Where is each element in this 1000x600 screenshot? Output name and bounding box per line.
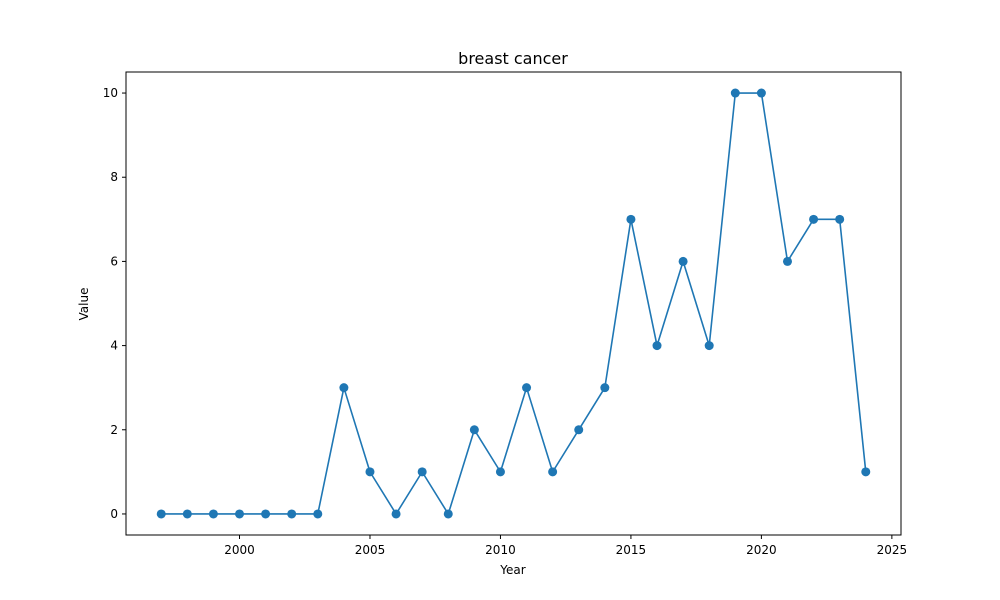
y-tick-label: 6 xyxy=(110,254,118,268)
data-point xyxy=(809,214,819,224)
x-tick-label: 2010 xyxy=(485,543,516,557)
x-tick-label: 2020 xyxy=(746,543,777,557)
data-point xyxy=(261,509,271,519)
data-point xyxy=(626,214,636,224)
data-point xyxy=(652,341,662,351)
data-point xyxy=(156,509,166,519)
y-axis: 0 2 4 6 8 10 xyxy=(103,86,126,521)
data-point xyxy=(391,509,401,519)
x-tick-label: 2000 xyxy=(224,543,255,557)
x-tick-label: 2015 xyxy=(616,543,647,557)
data-point xyxy=(548,467,558,477)
y-tick-label: 8 xyxy=(110,170,118,184)
data-point xyxy=(287,509,297,519)
data-point xyxy=(417,467,427,477)
y-axis-label: Value xyxy=(77,288,91,321)
x-axis-label: Year xyxy=(499,563,525,577)
y-tick-label: 2 xyxy=(110,423,118,437)
x-axis: 2000 2005 2010 2015 2020 2025 xyxy=(224,535,907,557)
data-point xyxy=(365,467,375,477)
data-point xyxy=(182,509,192,519)
y-tick-label: 10 xyxy=(103,86,118,100)
data-point xyxy=(730,88,740,98)
data-point xyxy=(469,425,479,435)
data-point xyxy=(495,467,505,477)
series-layer xyxy=(156,88,871,519)
data-point xyxy=(782,256,792,266)
series-line xyxy=(161,92,867,515)
data-point xyxy=(339,383,349,393)
data-point xyxy=(678,256,688,266)
plot-area xyxy=(126,72,901,535)
data-point xyxy=(861,467,871,477)
y-tick-label: 0 xyxy=(110,507,118,521)
plot-frame xyxy=(125,71,902,536)
y-tick-label: 4 xyxy=(110,339,118,353)
chart-title: breast cancer xyxy=(458,49,568,68)
data-point xyxy=(313,509,323,519)
x-tick-label: 2005 xyxy=(355,543,386,557)
data-point xyxy=(443,509,453,519)
data-point xyxy=(574,425,584,435)
data-point xyxy=(208,509,218,519)
data-point xyxy=(235,509,245,519)
data-point xyxy=(835,214,845,224)
data-point xyxy=(704,341,714,351)
x-tick-label: 2025 xyxy=(877,543,908,557)
data-point xyxy=(522,383,532,393)
data-point xyxy=(600,383,610,393)
data-point xyxy=(756,88,766,98)
